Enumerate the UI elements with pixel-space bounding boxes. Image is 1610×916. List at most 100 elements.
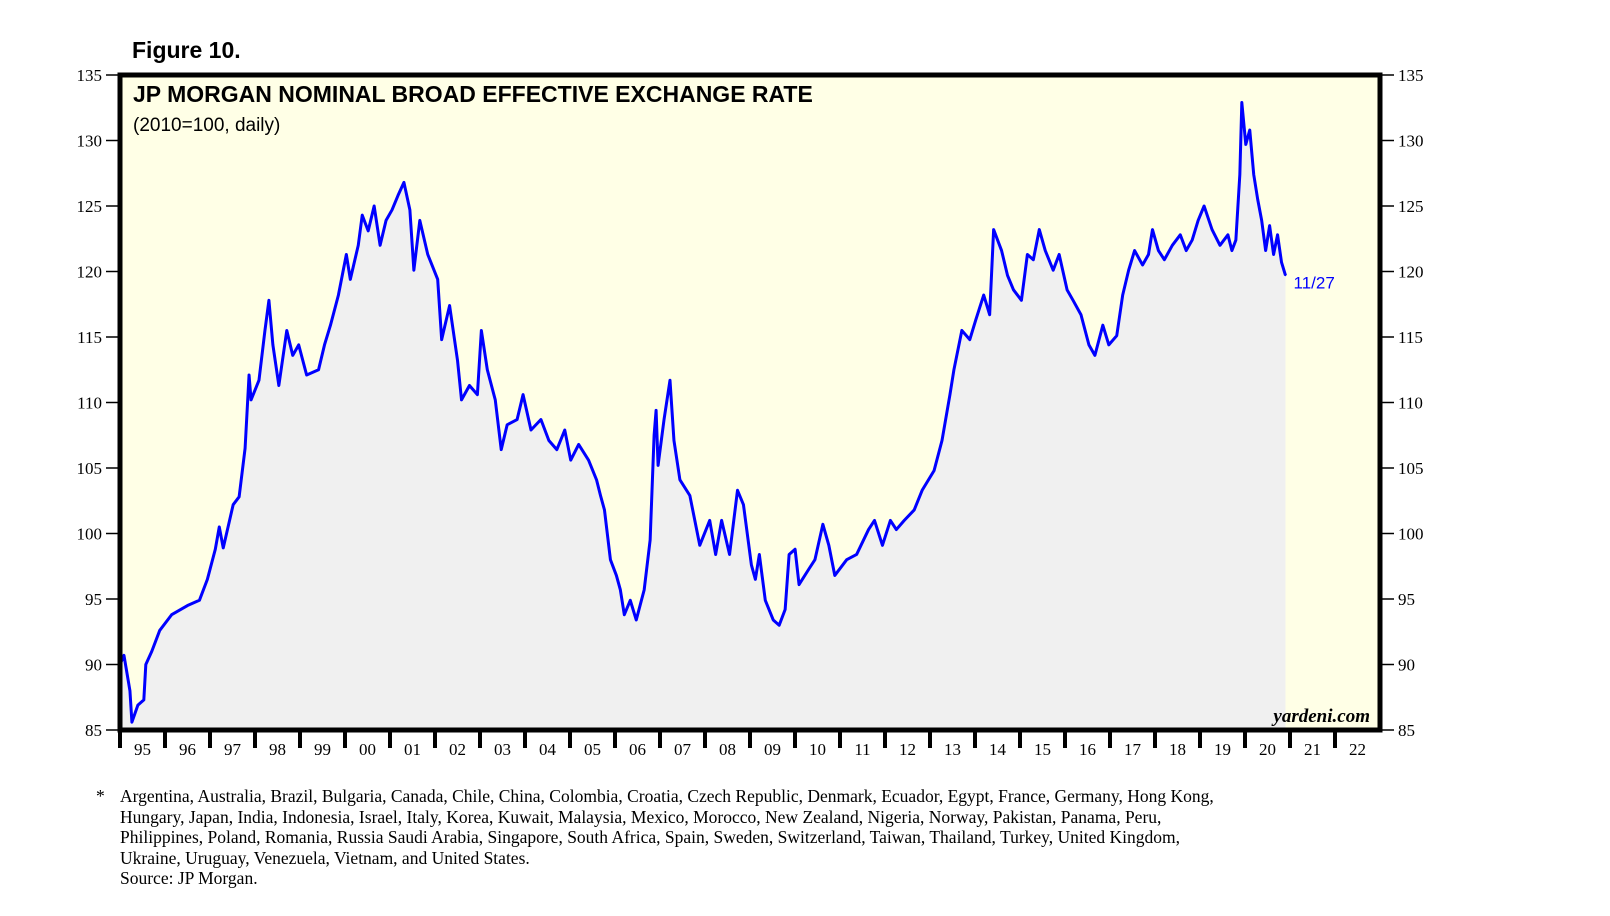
y-tick-label: 85: [1398, 721, 1415, 740]
data-point: [673, 439, 675, 442]
data-point: [742, 503, 745, 506]
data-point: [337, 294, 340, 296]
left-y-axis: 85 90 95 100 105 110 115 120 125 130 135: [77, 66, 120, 740]
data-point: [448, 304, 451, 307]
data-point: [1151, 228, 1154, 231]
data-point: [409, 209, 411, 211]
data-point: [758, 553, 761, 556]
data-point: [603, 509, 606, 511]
data-point: [764, 599, 767, 602]
data-point: [218, 526, 221, 528]
data-point: [921, 489, 923, 492]
data-point: [629, 599, 632, 602]
data-point: [1280, 261, 1283, 264]
data-point: [988, 313, 991, 316]
data-point: [349, 278, 352, 281]
x-tick-label: 10: [809, 740, 826, 759]
y-tick-label: 90: [1398, 656, 1415, 675]
data-point: [1179, 234, 1182, 236]
data-point: [258, 379, 260, 382]
y-tick-label: 110: [1398, 394, 1423, 413]
y-tick-label: 90: [85, 656, 102, 675]
data-point: [845, 558, 848, 561]
data-point: [794, 548, 796, 551]
x-tick-label: 11: [854, 740, 870, 759]
watermark: yardeni.com: [1271, 706, 1370, 727]
data-point: [961, 329, 963, 332]
data-point: [426, 253, 429, 256]
y-tick-label: 120: [77, 263, 103, 282]
data-point: [379, 244, 381, 247]
x-tick-label: 05: [584, 740, 601, 759]
series-area: [120, 102, 1286, 730]
data-point: [264, 329, 266, 332]
data-point: [145, 663, 147, 666]
data-point: [772, 619, 775, 621]
data-point: [1219, 244, 1221, 247]
data-point: [367, 230, 369, 232]
x-tick-label: 12: [899, 740, 916, 759]
data-point: [1272, 253, 1275, 256]
data-point: [1088, 344, 1090, 346]
data-point: [655, 409, 657, 412]
data-point: [577, 443, 580, 446]
data-point: [285, 329, 288, 332]
data-point: [150, 650, 153, 653]
data-point: [137, 704, 139, 706]
data-point: [291, 354, 294, 357]
data-point: [305, 374, 308, 376]
data-point: [1171, 244, 1174, 247]
data-point: [232, 503, 234, 506]
data-point: [1147, 253, 1150, 256]
data-point: [460, 399, 463, 401]
y-tick-label: 85: [85, 721, 102, 740]
data-point: [653, 434, 655, 437]
x-tick-label: 06: [629, 740, 646, 759]
y-tick-label: 125: [77, 197, 103, 216]
y-tick-label: 130: [1398, 132, 1424, 151]
data-point: [345, 253, 348, 256]
data-point: [1248, 129, 1251, 131]
footnote: * Argentina, Australia, Brazil, Bulgaria…: [96, 786, 1456, 889]
data-point: [635, 619, 638, 621]
data-point: [798, 583, 800, 586]
data-point: [1115, 334, 1118, 337]
data-point: [397, 194, 399, 197]
data-point: [391, 209, 393, 211]
data-point: [548, 439, 550, 442]
x-tick-label: 02: [449, 740, 466, 759]
data-point: [248, 374, 250, 376]
data-point: [198, 599, 201, 602]
data-point: [1000, 249, 1003, 252]
data-point: [1197, 219, 1199, 222]
data-point: [1127, 269, 1130, 271]
x-tick-label: 13: [944, 740, 961, 759]
y-tick-label: 100: [1398, 525, 1424, 544]
data-point: [419, 219, 421, 222]
x-tick-label: 03: [494, 740, 511, 759]
data-point: [480, 329, 483, 332]
data-point: [1185, 249, 1188, 252]
data-point: [679, 478, 681, 481]
data-point: [1227, 234, 1229, 236]
data-point: [238, 496, 240, 498]
chart-subtitle: (2010=100, daily): [133, 115, 280, 136]
x-tick-label: 14: [989, 740, 1007, 759]
data-point: [808, 568, 810, 570]
data-point: [750, 564, 753, 566]
data-point: [1284, 274, 1287, 277]
y-tick-label: 110: [77, 394, 102, 413]
x-tick-label: 19: [1214, 740, 1231, 759]
data-point: [784, 608, 786, 611]
data-point: [158, 629, 161, 632]
data-point: [708, 519, 711, 522]
data-point: [1244, 143, 1247, 146]
data-point: [609, 558, 612, 561]
x-tick-label: 15: [1034, 740, 1051, 759]
data-point: [131, 721, 133, 723]
data-point: [623, 613, 626, 616]
footnote-line: Hungary, Japan, India, Indonesia, Israel…: [120, 806, 1162, 827]
data-point: [569, 459, 572, 461]
data-point: [714, 553, 717, 556]
